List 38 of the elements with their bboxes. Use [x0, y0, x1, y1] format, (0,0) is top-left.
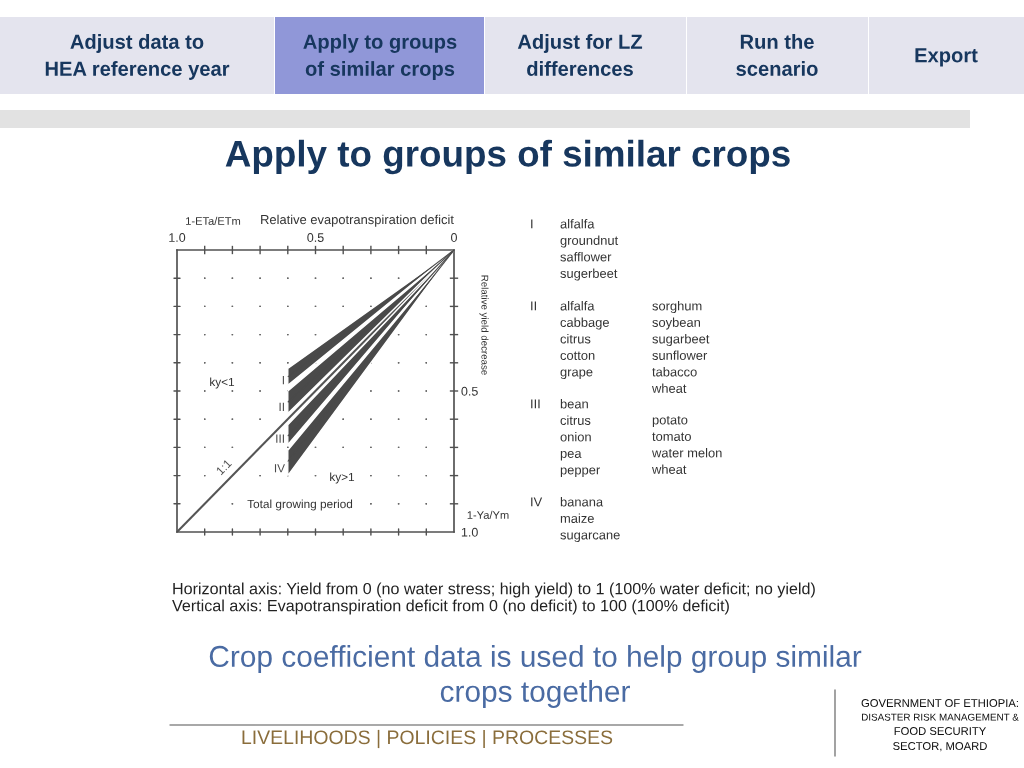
text: banana maize sugarcane — [560, 496, 620, 543]
text: III — [531, 399, 540, 409]
y-axis-title: Relative yield decrease — [479, 275, 489, 375]
text: alfalfa cabbage citrus cotton grape — [560, 300, 609, 380]
text: potato tomato water melon wheat — [651, 415, 722, 474]
x-axis-title: Relative evapotranspiration deficit — [261, 214, 454, 227]
annotation: ky>1 — [330, 472, 355, 484]
x-tick-label: 0 — [451, 233, 457, 242]
text: Apply to groups of similar crops — [303, 34, 457, 80]
text: IV — [531, 497, 543, 507]
series-label: II — [279, 402, 284, 411]
text: LIVELIHOODS | POLICIES | PROCESSES — [242, 729, 613, 749]
text: FOOD SECURITY SECTOR, MOARD — [893, 727, 987, 752]
text: Export — [915, 48, 978, 67]
series-label: III — [276, 434, 284, 443]
chart-title: Apply to groups of similar crops — [225, 139, 790, 175]
text: Crop coefficient data is used to help group similar crops together — [209, 645, 862, 708]
text: Horizontal axis: Yield from 0 (no water stress; high yield) to 1 (100% water deficit; no yield) — [173, 582, 815, 598]
text: Run the scenario — [736, 34, 818, 76]
text: GOVERNMENT OF ETHIOPIA: — [861, 699, 1018, 708]
annotation: ky<1 — [210, 377, 235, 389]
text: 1:1 — [215, 458, 232, 476]
text: Adjust for LZ differences — [517, 34, 643, 76]
text: II — [531, 301, 536, 311]
text: Adjust data to HEA reference year — [45, 34, 230, 80]
annotation: Total growing period — [247, 499, 353, 511]
x-tick-label: 1.0 — [169, 233, 186, 242]
text: Vertical axis: Evapotranspiration deficit from 0 (no deficit) to 100 (100% deficit) — [172, 599, 729, 615]
x-tick-label: 0.5 — [307, 233, 324, 242]
text: bean citrus onion pea pepper — [560, 398, 601, 478]
text: 1-ETa/ETm — [186, 216, 241, 225]
text: 1-Ya/Ym — [467, 510, 509, 519]
text: sorghum soybean sugarbeet sunflower tabacco wheat — [651, 300, 710, 393]
series-label: IV — [274, 464, 285, 473]
text: DISASTER RISK MANAGEMENT & — [861, 713, 1019, 721]
series-label: I — [282, 376, 284, 385]
text: alfalfa groundnut safflower sugerbeet — [560, 218, 619, 281]
text: I — [531, 219, 533, 229]
